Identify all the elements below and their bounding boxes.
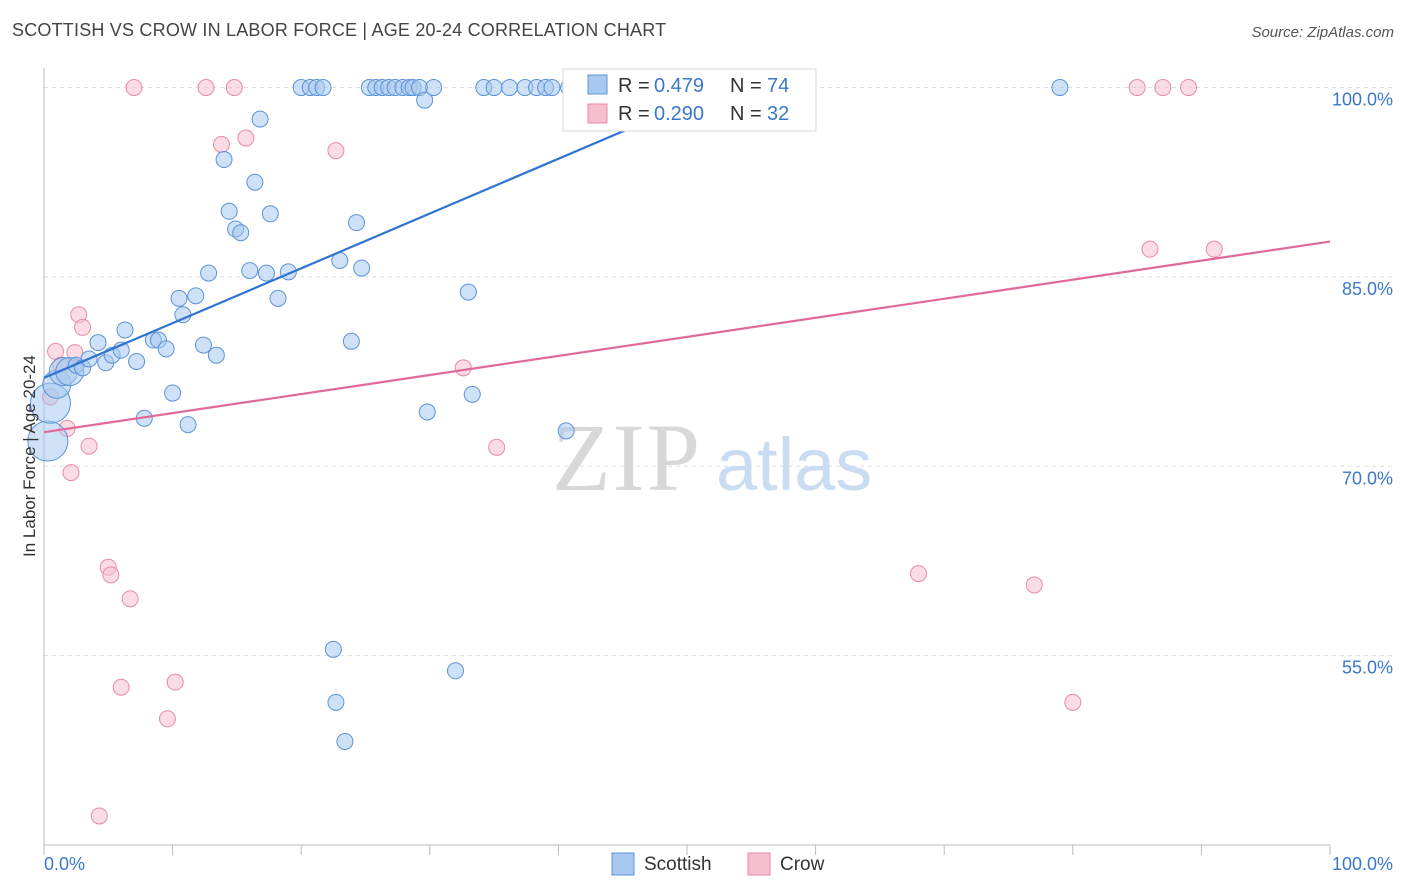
scottish-point — [179, 416, 197, 434]
watermark-atlas: atlas — [716, 423, 872, 506]
crow-point — [80, 437, 98, 455]
scottish-point — [164, 384, 182, 402]
crow-point — [212, 135, 230, 153]
bottom-legend-label-crow: Crow — [780, 854, 825, 875]
bottom-legend-swatch-scottish — [611, 852, 635, 876]
crow-point — [1205, 240, 1223, 258]
scottish-point — [327, 693, 345, 711]
scottish-points — [27, 79, 1069, 750]
scottish-point — [207, 346, 225, 364]
scottish-point — [157, 340, 175, 358]
chart-title: SCOTTISH VS CROW IN LABOR FORCE | AGE 20… — [12, 20, 667, 40]
scottish-point — [463, 385, 481, 403]
legend-r-value-scottish: 0.479 — [654, 75, 704, 97]
stats-legend: R = 0.479 N = 74 R = 0.290 N = 32 — [562, 68, 817, 132]
scottish-point — [314, 79, 332, 97]
scottish-point — [1051, 79, 1069, 97]
scottish-point — [170, 289, 188, 307]
scottish-point — [269, 289, 287, 307]
scottish-point — [241, 262, 259, 280]
scottish-point — [220, 202, 238, 220]
crow-point — [327, 142, 345, 160]
x-tick-labels: 0.0% 100.0% — [44, 854, 1393, 874]
scottish-trend-line — [43, 86, 727, 379]
scottish-point — [116, 321, 134, 339]
grid-lines — [44, 87, 1392, 657]
legend-swatch-crow — [587, 103, 608, 124]
scottish-point — [194, 336, 212, 354]
crow-point — [454, 359, 472, 377]
crow-point — [90, 807, 108, 825]
scottish-point — [128, 353, 146, 371]
scottish-point — [342, 332, 360, 350]
x-tick-label: 100.0% — [1332, 854, 1393, 874]
scottish-point — [246, 173, 264, 191]
crow-point — [112, 678, 130, 696]
crow-point — [62, 464, 80, 482]
watermark: ZIP atlas — [552, 404, 872, 511]
series-legend: Scottish Crow — [611, 852, 825, 876]
crow-point — [488, 438, 506, 456]
scottish-point — [418, 403, 436, 421]
crow-point — [1064, 693, 1082, 711]
y-tick-label: 100.0% — [1332, 90, 1393, 110]
scottish-point — [501, 79, 519, 97]
legend-r-label-scottish: R = — [618, 75, 650, 97]
y-tick-labels: 100.0% 85.0% 70.0% 55.0% — [1332, 90, 1393, 678]
scottish-point — [416, 91, 434, 109]
legend-n-value-crow: 32 — [767, 103, 789, 125]
crow-point — [225, 79, 243, 97]
trend-lines — [43, 86, 1331, 434]
y-axis-label: In Labor Force | Age 20-24 — [20, 355, 39, 557]
legend-r-value-crow: 0.290 — [654, 103, 704, 125]
y-tick-label: 70.0% — [1342, 468, 1393, 488]
y-tick-label: 55.0% — [1342, 658, 1393, 678]
scottish-point — [261, 205, 279, 223]
crow-point — [909, 565, 927, 583]
scottish-point — [324, 640, 342, 658]
crow-point — [1128, 79, 1146, 97]
crow-point — [197, 79, 215, 97]
crow-point — [1025, 576, 1043, 594]
bottom-legend-label-scottish: Scottish — [644, 854, 712, 875]
crow-point — [121, 590, 139, 608]
scottish-point — [557, 422, 575, 440]
crow-point — [237, 129, 255, 147]
crow-point — [1180, 79, 1198, 97]
scottish-point — [200, 264, 218, 282]
scottish-point — [187, 287, 205, 305]
crow-point — [158, 710, 176, 728]
crow-point — [102, 566, 120, 584]
crow-point — [74, 318, 92, 336]
crow-point — [125, 79, 143, 97]
scottish-point — [485, 79, 503, 97]
scottish-point — [336, 732, 354, 750]
scottish-point — [425, 79, 443, 97]
crow-trend-line — [43, 240, 1331, 434]
scottish-point — [353, 259, 371, 277]
legend-r-label-crow: R = — [618, 103, 650, 125]
crow-point — [1141, 240, 1159, 258]
scottish-point — [215, 151, 233, 169]
crow-point — [1154, 79, 1172, 97]
crow-point — [166, 673, 184, 691]
scottish-point — [89, 334, 107, 352]
scottish-point — [251, 110, 269, 128]
legend-n-label-crow: N = — [730, 103, 762, 125]
chart-source: Source: ZipAtlas.com — [1251, 24, 1394, 41]
scottish-point — [257, 264, 275, 282]
y-tick-label: 85.0% — [1342, 279, 1393, 299]
scottish-point — [447, 662, 465, 680]
legend-n-value-scottish: 74 — [767, 75, 789, 97]
bottom-legend-swatch-crow — [747, 852, 771, 876]
scottish-point — [347, 214, 365, 232]
legend-swatch-scottish — [587, 74, 608, 95]
watermark-zip: ZIP — [552, 404, 702, 511]
scottish-point — [543, 79, 561, 97]
x-tick-label: 0.0% — [44, 854, 85, 874]
scottish-point — [232, 224, 250, 242]
legend-n-label-scottish: N = — [730, 75, 762, 97]
scottish-point — [459, 283, 477, 301]
